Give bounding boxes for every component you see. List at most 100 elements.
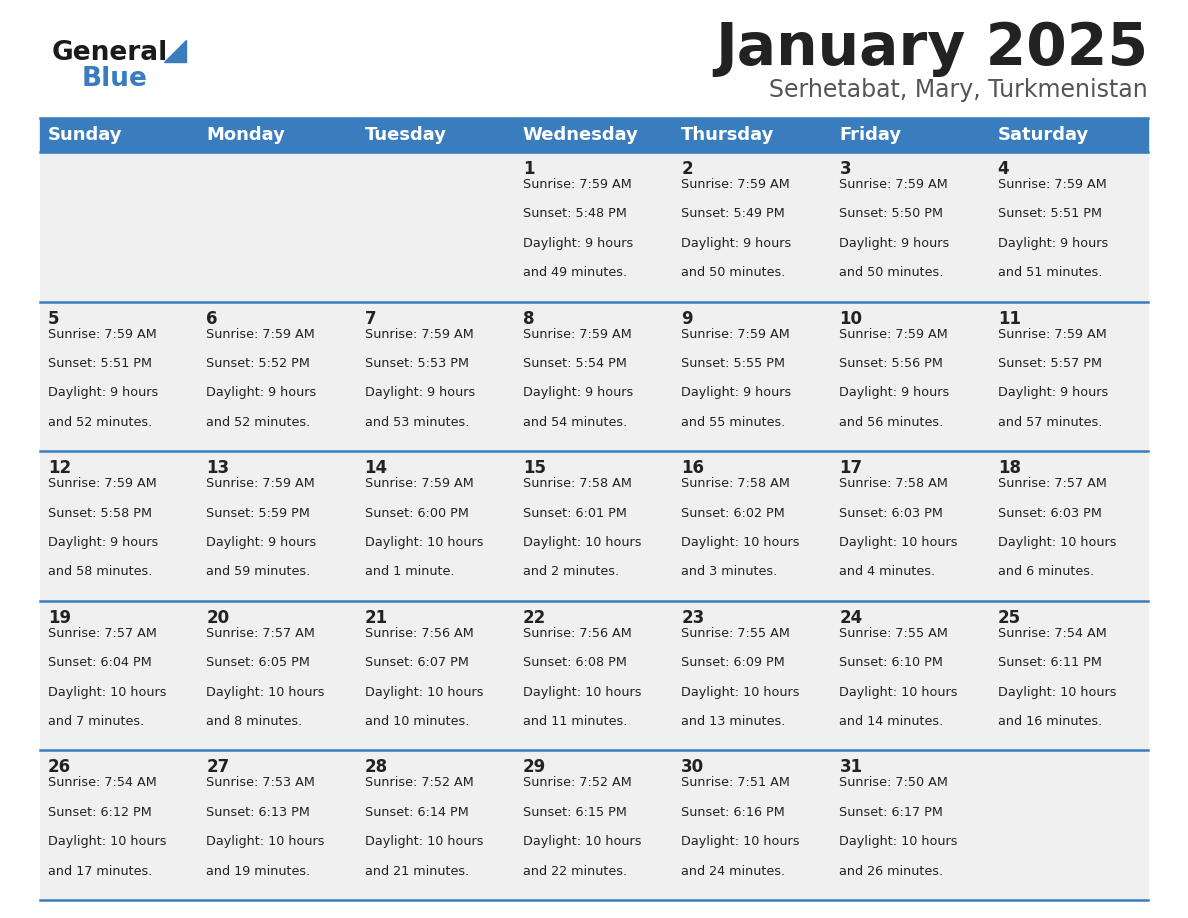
Text: Sunrise: 7:54 AM: Sunrise: 7:54 AM (998, 627, 1106, 640)
Text: Sunset: 5:58 PM: Sunset: 5:58 PM (48, 507, 152, 520)
Text: 29: 29 (523, 758, 546, 777)
Text: Sunrise: 7:54 AM: Sunrise: 7:54 AM (48, 777, 157, 789)
Text: 1: 1 (523, 160, 535, 178)
Text: Sunset: 6:04 PM: Sunset: 6:04 PM (48, 656, 152, 669)
Text: Serhetabat, Mary, Turkmenistan: Serhetabat, Mary, Turkmenistan (770, 78, 1148, 102)
Text: and 58 minutes.: and 58 minutes. (48, 565, 152, 578)
Text: Daylight: 10 hours: Daylight: 10 hours (207, 835, 324, 848)
Text: Sunset: 6:08 PM: Sunset: 6:08 PM (523, 656, 627, 669)
Text: Sunrise: 7:57 AM: Sunrise: 7:57 AM (48, 627, 157, 640)
Text: 3: 3 (840, 160, 851, 178)
Text: Daylight: 9 hours: Daylight: 9 hours (207, 536, 316, 549)
Text: Sunset: 5:57 PM: Sunset: 5:57 PM (998, 357, 1101, 370)
Text: Sunset: 5:51 PM: Sunset: 5:51 PM (998, 207, 1101, 220)
Text: and 21 minutes.: and 21 minutes. (365, 865, 469, 878)
Text: Wednesday: Wednesday (523, 126, 639, 144)
Text: Daylight: 9 hours: Daylight: 9 hours (523, 237, 633, 250)
Text: Sunset: 6:10 PM: Sunset: 6:10 PM (840, 656, 943, 669)
Text: 8: 8 (523, 309, 535, 328)
Text: and 26 minutes.: and 26 minutes. (840, 865, 943, 878)
Text: 9: 9 (681, 309, 693, 328)
Text: Sunset: 5:59 PM: Sunset: 5:59 PM (207, 507, 310, 520)
Text: and 53 minutes.: and 53 minutes. (365, 416, 469, 429)
Text: and 24 minutes.: and 24 minutes. (681, 865, 785, 878)
Text: 22: 22 (523, 609, 546, 627)
Text: and 22 minutes.: and 22 minutes. (523, 865, 627, 878)
Text: Daylight: 9 hours: Daylight: 9 hours (998, 237, 1108, 250)
Text: 16: 16 (681, 459, 704, 477)
Polygon shape (164, 40, 187, 62)
Text: 10: 10 (840, 309, 862, 328)
Text: Sunrise: 7:52 AM: Sunrise: 7:52 AM (365, 777, 473, 789)
Text: Sunset: 6:03 PM: Sunset: 6:03 PM (840, 507, 943, 520)
Text: Sunrise: 7:59 AM: Sunrise: 7:59 AM (207, 328, 315, 341)
Text: 20: 20 (207, 609, 229, 627)
Text: 21: 21 (365, 609, 387, 627)
Text: and 52 minutes.: and 52 minutes. (207, 416, 310, 429)
Text: Sunset: 5:50 PM: Sunset: 5:50 PM (840, 207, 943, 220)
Text: Sunset: 6:16 PM: Sunset: 6:16 PM (681, 806, 785, 819)
Text: Sunrise: 7:53 AM: Sunrise: 7:53 AM (207, 777, 315, 789)
Text: Daylight: 10 hours: Daylight: 10 hours (523, 835, 642, 848)
Text: and 7 minutes.: and 7 minutes. (48, 715, 144, 728)
Text: Sunset: 6:13 PM: Sunset: 6:13 PM (207, 806, 310, 819)
Text: Daylight: 10 hours: Daylight: 10 hours (681, 536, 800, 549)
Text: Sunrise: 7:59 AM: Sunrise: 7:59 AM (998, 328, 1106, 341)
Text: 17: 17 (840, 459, 862, 477)
Text: Sunrise: 7:59 AM: Sunrise: 7:59 AM (207, 477, 315, 490)
Text: Daylight: 10 hours: Daylight: 10 hours (365, 536, 484, 549)
Text: January 2025: January 2025 (715, 20, 1148, 77)
Text: Daylight: 9 hours: Daylight: 9 hours (681, 237, 791, 250)
Text: 25: 25 (998, 609, 1020, 627)
Text: 2: 2 (681, 160, 693, 178)
Bar (40, 750, 1148, 900)
Text: Sunrise: 7:59 AM: Sunrise: 7:59 AM (681, 328, 790, 341)
Text: Tuesday: Tuesday (365, 126, 447, 144)
Text: and 19 minutes.: and 19 minutes. (207, 865, 310, 878)
Text: General: General (52, 40, 169, 66)
Text: and 50 minutes.: and 50 minutes. (840, 266, 943, 279)
Text: Daylight: 9 hours: Daylight: 9 hours (48, 536, 158, 549)
Text: 11: 11 (998, 309, 1020, 328)
Text: and 49 minutes.: and 49 minutes. (523, 266, 627, 279)
Text: Sunrise: 7:58 AM: Sunrise: 7:58 AM (681, 477, 790, 490)
Text: Monday: Monday (207, 126, 285, 144)
Text: and 55 minutes.: and 55 minutes. (681, 416, 785, 429)
Text: Daylight: 10 hours: Daylight: 10 hours (365, 686, 484, 699)
Text: 7: 7 (365, 309, 377, 328)
Text: Sunset: 6:00 PM: Sunset: 6:00 PM (365, 507, 468, 520)
Text: Sunset: 5:54 PM: Sunset: 5:54 PM (523, 357, 627, 370)
Text: Daylight: 10 hours: Daylight: 10 hours (681, 835, 800, 848)
Text: Daylight: 10 hours: Daylight: 10 hours (523, 686, 642, 699)
Text: Daylight: 9 hours: Daylight: 9 hours (681, 386, 791, 399)
Text: and 14 minutes.: and 14 minutes. (840, 715, 943, 728)
Text: and 17 minutes.: and 17 minutes. (48, 865, 152, 878)
Text: 12: 12 (48, 459, 71, 477)
Text: and 16 minutes.: and 16 minutes. (998, 715, 1102, 728)
Text: Sunset: 6:09 PM: Sunset: 6:09 PM (681, 656, 785, 669)
Text: and 4 minutes.: and 4 minutes. (840, 565, 936, 578)
Text: Sunrise: 7:59 AM: Sunrise: 7:59 AM (681, 178, 790, 191)
Text: Sunrise: 7:59 AM: Sunrise: 7:59 AM (365, 477, 473, 490)
Text: Sunday: Sunday (48, 126, 122, 144)
Bar (40, 452, 1148, 600)
Text: Sunset: 5:52 PM: Sunset: 5:52 PM (207, 357, 310, 370)
Text: Blue: Blue (82, 66, 147, 92)
Text: and 56 minutes.: and 56 minutes. (840, 416, 943, 429)
Text: Sunrise: 7:59 AM: Sunrise: 7:59 AM (840, 328, 948, 341)
Text: Daylight: 9 hours: Daylight: 9 hours (840, 386, 949, 399)
Text: 28: 28 (365, 758, 387, 777)
Text: Daylight: 10 hours: Daylight: 10 hours (365, 835, 484, 848)
Text: Daylight: 9 hours: Daylight: 9 hours (998, 386, 1108, 399)
Text: and 51 minutes.: and 51 minutes. (998, 266, 1102, 279)
Text: and 10 minutes.: and 10 minutes. (365, 715, 469, 728)
Text: and 13 minutes.: and 13 minutes. (681, 715, 785, 728)
Text: and 54 minutes.: and 54 minutes. (523, 416, 627, 429)
Text: Daylight: 10 hours: Daylight: 10 hours (840, 686, 958, 699)
Text: Sunset: 6:11 PM: Sunset: 6:11 PM (998, 656, 1101, 669)
Text: Sunrise: 7:56 AM: Sunrise: 7:56 AM (523, 627, 632, 640)
Bar (40, 302, 1148, 452)
Text: Sunrise: 7:58 AM: Sunrise: 7:58 AM (523, 477, 632, 490)
Text: Sunrise: 7:59 AM: Sunrise: 7:59 AM (998, 178, 1106, 191)
Text: and 52 minutes.: and 52 minutes. (48, 416, 152, 429)
